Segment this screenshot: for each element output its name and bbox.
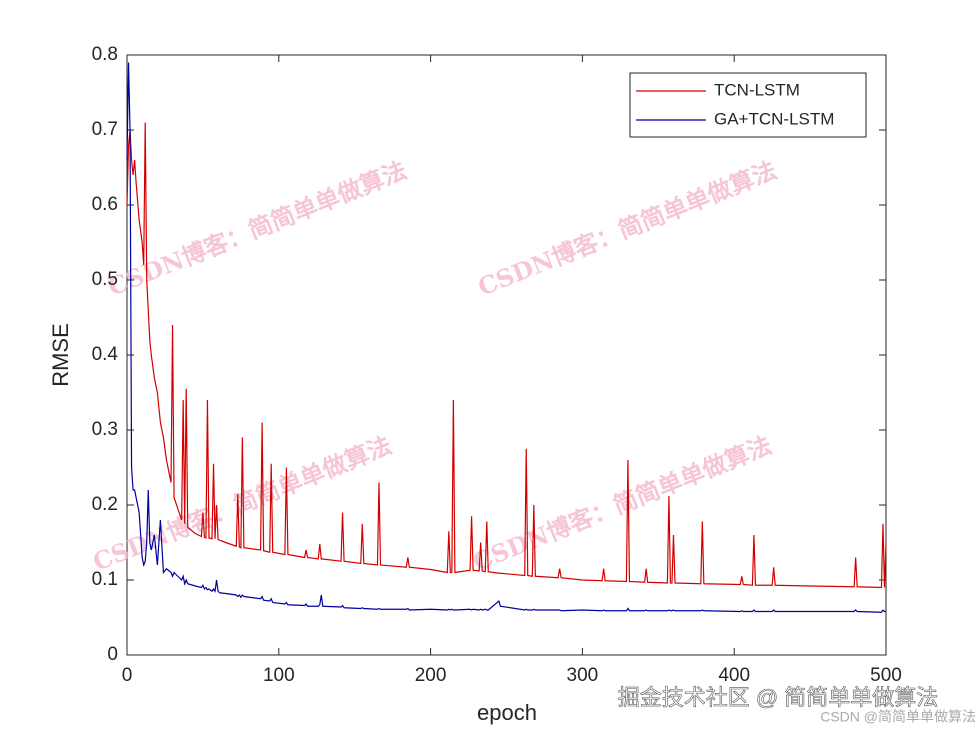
y-tick-label: 0.6 <box>92 194 118 215</box>
legend-box <box>629 72 867 138</box>
y-tick-label: 0.1 <box>92 569 118 590</box>
x-tick-label: 100 <box>263 665 295 686</box>
y-tick-label: 0.4 <box>92 344 119 365</box>
x-tick-label: 0 <box>122 665 133 686</box>
series-line <box>126 62 886 613</box>
x-axis-label: epoch <box>477 700 537 725</box>
x-tick-label: 200 <box>415 665 447 686</box>
y-tick-label: 0.8 <box>92 44 118 65</box>
legend-label: GA+TCN-LSTM <box>714 109 834 128</box>
y-tick-label: 0.5 <box>92 269 118 290</box>
plot-frame <box>126 54 887 656</box>
footer-secondary: CSDN @简简单单做算法 <box>820 709 976 725</box>
footer-primary: 掘金技术社区 @ 简简单单做算法 <box>618 685 939 710</box>
y-tick-label: 0.7 <box>92 119 118 140</box>
series-line <box>126 122 887 589</box>
y-tick-label: 0.2 <box>92 494 118 515</box>
legend-label: TCN-LSTM <box>714 80 800 99</box>
y-tick-label: 0.3 <box>92 419 118 440</box>
x-tick-label: 500 <box>870 665 902 686</box>
x-tick-label: 400 <box>718 665 750 686</box>
x-tick-label: 300 <box>567 665 599 686</box>
y-tick-label: 0 <box>107 644 118 665</box>
y-axis-label: RMSE <box>48 323 73 387</box>
